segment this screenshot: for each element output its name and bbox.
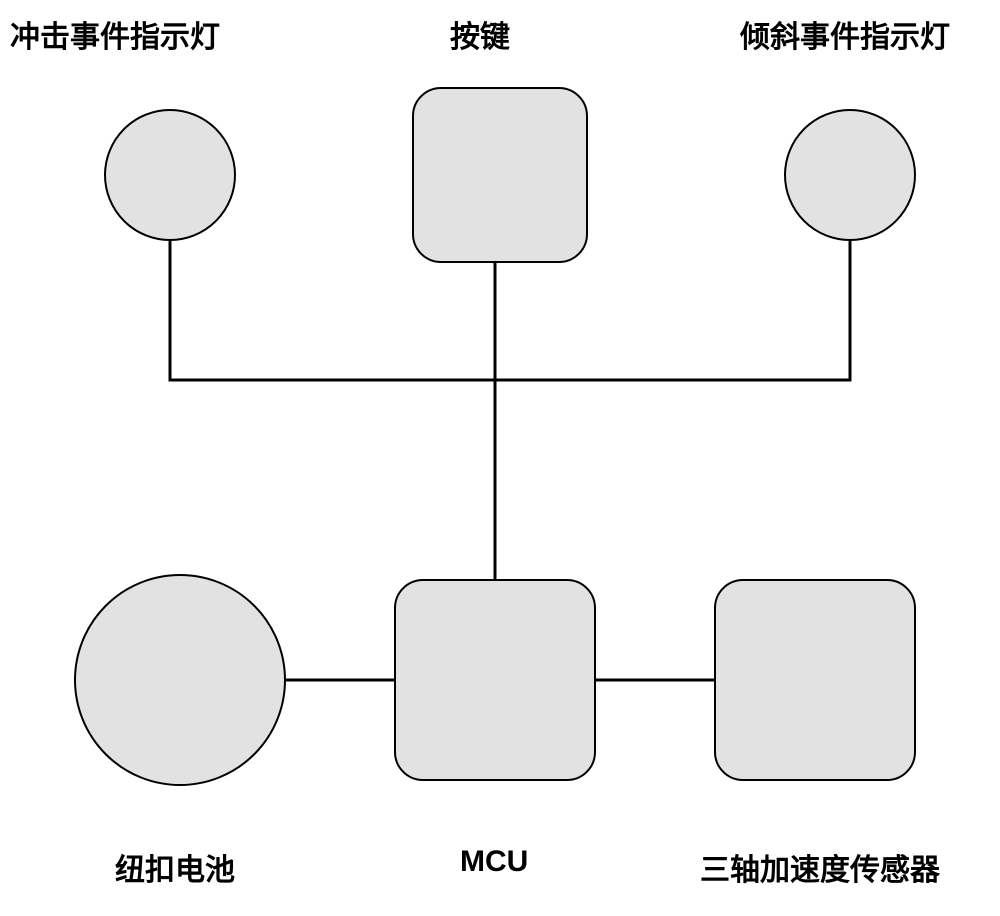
diagram-canvas: 冲击事件指示灯 按键 倾斜事件指示灯 纽扣电池 MCU 三轴加速度传感器	[0, 0, 1000, 916]
label-mcu: MCU	[460, 845, 528, 879]
label-accel-sensor: 三轴加速度传感器	[700, 845, 940, 889]
label-button: 按键	[450, 12, 510, 56]
node-battery	[75, 575, 285, 785]
label-battery: 纽扣电池	[115, 845, 235, 889]
node-tilt_led	[785, 110, 915, 240]
node-button	[413, 88, 587, 262]
node-mcu	[395, 580, 595, 780]
node-impact_led	[105, 110, 235, 240]
node-accel_sensor	[715, 580, 915, 780]
diagram-svg	[0, 0, 1000, 916]
label-tilt-led: 倾斜事件指示灯	[740, 12, 950, 56]
label-impact-led: 冲击事件指示灯	[10, 12, 220, 56]
